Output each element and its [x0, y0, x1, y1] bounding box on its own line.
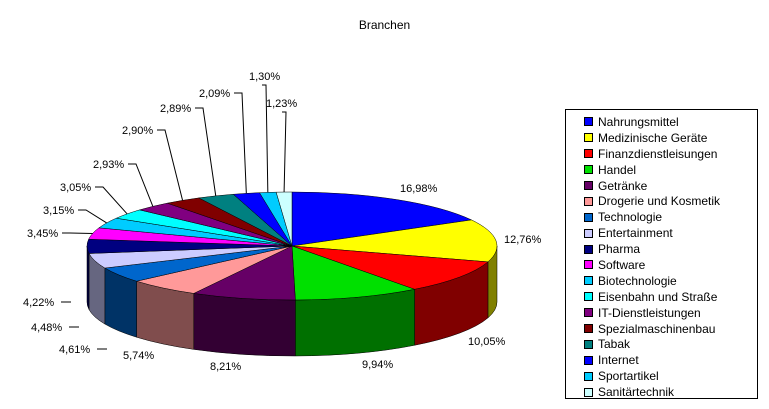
legend-swatch [584, 339, 593, 349]
legend-label: Sportartikel [598, 369, 659, 384]
legend-swatch [584, 244, 593, 254]
percent-label-15: 2,09% [199, 88, 230, 100]
legend-item: Biotechnologie [566, 273, 757, 289]
legend-item: Sanitärtechnik [566, 384, 757, 400]
pie-slice-3 [291, 245, 416, 301]
pie-side-8 [86, 245, 90, 310]
legend-item: Entertainment [566, 225, 757, 241]
legend-label: Finanzdienstleisungen [598, 146, 718, 161]
legend-label: Internet [598, 353, 639, 368]
pie-sides [86, 245, 498, 357]
legend-item: IT-Dienstleistungen [566, 305, 757, 321]
legend-swatch [584, 276, 593, 286]
legend-label: Sanitärtechnik [598, 385, 675, 400]
percent-label-4: 8,21% [210, 361, 241, 373]
legend-swatch [584, 228, 593, 238]
percent-label-5: 5,74% [123, 350, 154, 362]
legend-swatch [584, 355, 593, 365]
pie-top [86, 191, 498, 301]
percent-label-10: 3,15% [43, 205, 74, 217]
percent-label-8: 4,22% [23, 297, 54, 309]
percent-label-16: 1,30% [249, 71, 280, 83]
legend-label: Pharma [598, 242, 641, 257]
leader-line-16 [262, 84, 269, 193]
legend-item: Finanzdienstleisungen [566, 146, 757, 162]
legend-label: Entertainment [598, 226, 673, 241]
legend-swatch [584, 308, 593, 318]
leader-line-12 [128, 163, 154, 207]
legend-item: Getränke [566, 178, 757, 194]
percent-label-17: 1,23% [266, 98, 297, 110]
pie-side-4 [193, 293, 296, 357]
legend-item: Handel [566, 162, 757, 178]
percent-label-1: 12,76% [504, 234, 542, 246]
pie-slice-2 [291, 245, 489, 290]
legend-item: Pharma [566, 241, 757, 257]
percent-label-7: 4,48% [31, 322, 62, 334]
legend-item: Internet [566, 352, 757, 368]
legend-swatch [584, 117, 593, 127]
legend-swatch [584, 292, 593, 302]
percent-label-0: 16,98% [400, 183, 438, 195]
legend-swatch [584, 212, 593, 222]
legend-swatch [584, 324, 593, 334]
legend-item: Software [566, 257, 757, 273]
legend-swatch [584, 371, 593, 381]
legend-label: Drogerie und Kosmetik [598, 194, 721, 209]
legend-item: Medizinische Geräte [566, 130, 757, 146]
legend-item: Tabak [566, 336, 757, 352]
legend-label: Getränke [598, 178, 648, 193]
legend-swatch [584, 149, 593, 159]
percent-labels: 16,98% 12,76% 10,05% 9,94% 8,21% 5,74% 4,61% 4,… [23, 71, 542, 373]
percent-label-2: 10,05% [468, 336, 506, 348]
label-leaders [61, 84, 287, 350]
percent-label-11: 3,05% [60, 182, 91, 194]
leader-line-17 [282, 111, 287, 193]
legend-label: Biotechnologie [598, 273, 677, 288]
legend-label: Medizinische Geräte [598, 130, 708, 145]
legend-label: Nahrungsmittel [598, 114, 679, 129]
legend-swatch [584, 181, 593, 190]
legend-label: Tabak [598, 337, 631, 352]
pie-slice-4 [192, 245, 296, 301]
legend-label: Eisenbahn und Straße [598, 289, 718, 304]
leader-line-11 [95, 186, 128, 215]
leader-line-13 [157, 129, 184, 201]
legend-label: Software [598, 257, 646, 272]
legend-item: Drogerie und Kosmetik [566, 193, 757, 209]
leader-line-15 [234, 92, 247, 194]
legend-label: IT-Dienstleistungen [598, 305, 701, 320]
legend-item: Technologie [566, 209, 757, 225]
percent-label-9: 3,45% [27, 228, 58, 240]
percent-label-6: 4,61% [59, 344, 90, 356]
chart-title: Branchen [358, 18, 411, 32]
pie-slice-1 [291, 219, 498, 263]
leader-line-10 [78, 209, 107, 224]
legend-label: Technologie [598, 210, 663, 225]
legend-swatch [584, 260, 593, 270]
legend-label: Handel [598, 162, 637, 177]
leader-line-14 [195, 107, 217, 196]
percent-label-13: 2,90% [122, 125, 153, 137]
legend-swatch [584, 165, 593, 175]
percent-label-12: 2,93% [93, 159, 124, 171]
legend-item: Sportartikel [566, 368, 757, 384]
percent-label-3: 9,94% [362, 359, 393, 371]
percent-label-14: 2,89% [160, 103, 191, 115]
legend-item: Eisenbahn und Straße [566, 289, 757, 305]
legend-swatch [584, 196, 593, 206]
legend-swatch [584, 133, 593, 143]
pie-slice-0 [291, 191, 473, 247]
legend-label: Spezialmaschinenbau [598, 321, 716, 336]
legend-swatch [584, 387, 593, 397]
legend-item: Spezialmaschinenbau [566, 321, 757, 337]
legend: Nahrungsmittel Medizinische Geräte Finanzd… [565, 109, 758, 399]
legend-item: Nahrungsmittel [566, 114, 757, 130]
